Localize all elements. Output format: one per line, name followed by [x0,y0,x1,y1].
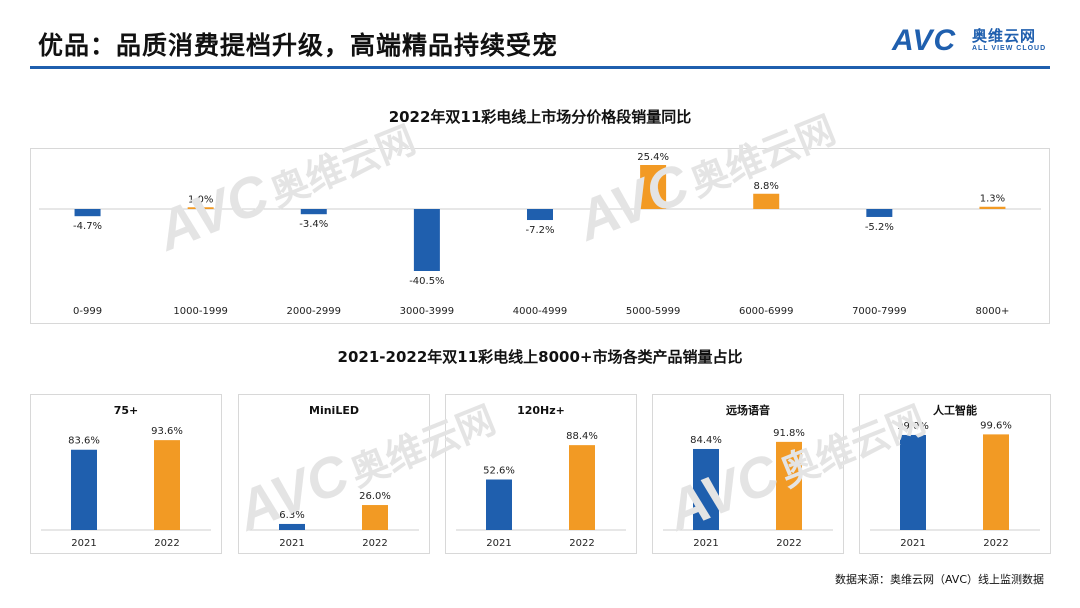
chart2-title: 2021-2022年双11彩电线上8000+市场各类产品销量占比 [337,348,743,366]
chart2-data-label: 91.8% [773,428,805,439]
chart2-tick-label: 2022 [776,538,801,549]
chart1-panel: -4.7% 0-999 1.0% 1000-1999 -3.4% 2000-2999 -40… [30,148,1050,324]
chart1-bar-1000-1999 [187,207,214,209]
chart2-data-label: 99.6% [980,420,1012,431]
chart2-bar-2021 [279,523,305,530]
chart1-tick-label: 6000-6999 [739,306,794,317]
chart1-data-label: -4.7% [73,221,102,232]
chart2-tick-label: 2022 [569,538,594,549]
chart2-bar-2022 [362,505,388,530]
chart2-tick-label: 2022 [154,538,179,549]
chart1-bar-0-999 [74,209,101,217]
chart2-panel-svg: 远场语音 84.4% 2021 91.8% 2022 [663,403,833,549]
chart2-bar-2022 [569,445,595,530]
chart2-data-label: 83.6% [68,436,100,447]
chart2-panel-title: 人工智能 [933,403,977,417]
chart1-data-label: 8.8% [754,181,779,192]
chart2-data-label: 26.0% [359,491,391,502]
chart2-data-label: 52.6% [483,466,515,477]
chart2-data-label: 88.4% [566,431,598,442]
chart2-panel-svg: 75+ 83.6% 2021 93.6% 2022 [41,404,211,549]
title-divider [30,66,1050,69]
chart1-data-label: -5.2% [865,222,894,233]
chart2-panel-title: MiniLED [309,404,359,417]
logo-en-text: ALL VIEW CLOUD [972,45,1047,52]
chart2-tick-label: 2021 [71,538,96,549]
chart2-panel: 人工智能 99.0% 2021 99.6% 2022 [859,394,1051,554]
chart1-data-label: 1.0% [188,194,213,205]
chart2-bar-2022 [983,434,1009,530]
chart2-panel-svg: 120Hz+ 52.6% 2021 88.4% 2022 [456,404,626,549]
chart1-bar-4000-4999 [527,209,553,221]
chart2-bar-2021 [900,434,926,530]
chart2-tick-label: 2021 [693,538,718,549]
logo-cn-text: 奥维云网 [972,27,1037,45]
chart1-tick-label: 5000-5999 [626,306,681,317]
chart2-data-label: 93.6% [151,426,183,437]
chart1-bar-7000-7999 [866,209,893,217]
chart1-tick-label: 4000-4999 [513,306,568,317]
chart2-bar-2021 [693,448,719,530]
chart1-tick-label: 7000-7999 [852,306,907,317]
chart2-panel-svg: 人工智能 99.0% 2021 99.6% 2022 [870,403,1040,549]
data-source-note: 数据来源：奥维云网（AVC）线上监测数据 [834,573,1044,586]
chart1-tick-label: 1000-1999 [173,306,228,317]
chart1-data-label: -3.4% [299,219,328,230]
chart2-tick-label: 2021 [279,538,304,549]
chart2-data-label: 84.4% [690,435,722,446]
chart2-panel: 远场语音 84.4% 2021 91.8% 2022 [652,394,844,554]
chart1-data-label: 1.3% [980,194,1005,205]
chart2-panel-title: 远场语音 [726,403,770,417]
chart1-tick-label: 0-999 [73,306,102,317]
chart2-panel: 75+ 83.6% 2021 93.6% 2022 [30,394,222,554]
chart1-data-label: 25.4% [637,152,669,163]
chart2-tick-label: 2021 [486,538,511,549]
chart2-panel: 120Hz+ 52.6% 2021 88.4% 2022 [445,394,637,554]
chart2-data-label: 99.0% [897,421,929,432]
chart2-tick-label: 2022 [983,538,1008,549]
chart2-panel-title: 75+ [114,404,139,417]
chart2-tick-label: 2022 [362,538,387,549]
chart1-data-label: -40.5% [409,276,444,287]
page-title: 优品：品质消费提档升级，高端精品持续受宠 [38,31,559,60]
logo-mark: AVC [892,24,957,57]
avc-logo: AVC 奥维云网 ALL VIEW CLOUD [892,24,1052,58]
chart2-data-label: 6.3% [279,510,304,521]
chart1-bar-3000-3999 [413,209,440,271]
chart1-tick-label: 2000-2999 [287,306,342,317]
chart2-bar-2021 [71,449,97,530]
chart1-bar-8000+ [979,206,1006,209]
chart1-tick-label: 8000+ [976,306,1010,317]
chart1-title: 2022年双11彩电线上市场分价格段销量同比 [388,108,692,126]
chart2-panel-title: 120Hz+ [517,404,565,417]
chart1-bar-2000-2999 [300,209,327,215]
chart2-tick-label: 2021 [900,538,925,549]
chart2-bar-2021 [486,479,512,530]
chart1-bar-5000-5999 [640,165,667,209]
chart2-bar-2022 [154,440,180,530]
chart1-tick-label: 3000-3999 [400,306,455,317]
chart1-data-label: -7.2% [525,225,554,236]
chart2-panel: MiniLED 6.3% 2021 26.0% 2022 [238,394,430,554]
chart2-bar-2022 [776,441,802,530]
chart1-svg: -4.7% 0-999 1.0% 1000-1999 -3.4% 2000-2999 -40… [39,152,1041,317]
chart1-bar-6000-6999 [753,193,780,209]
chart2-panel-svg: MiniLED 6.3% 2021 26.0% 2022 [249,404,419,549]
